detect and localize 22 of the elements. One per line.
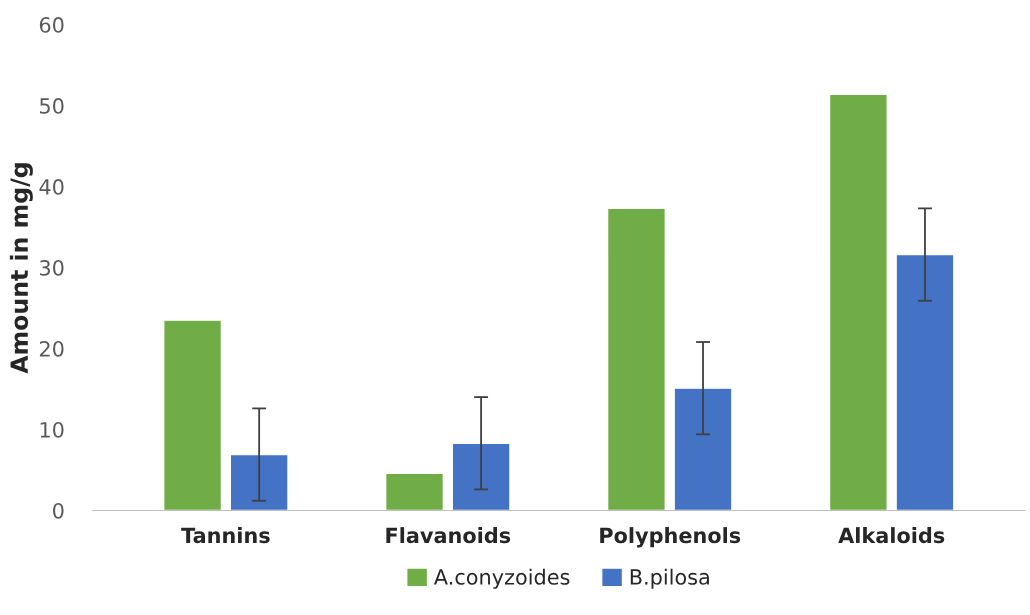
x-tick-label: Flavanoids xyxy=(386,527,511,544)
bar xyxy=(384,472,445,511)
bar xyxy=(895,253,955,511)
x-tick-label: Tannins xyxy=(181,527,270,544)
y-tick-label: 40 xyxy=(39,179,64,195)
y-tick-label: 60 xyxy=(39,17,64,33)
x-tick-label: Polyphenols xyxy=(600,527,741,548)
y-tick-label: 50 xyxy=(40,98,64,114)
y-tick-label: 10 xyxy=(40,421,64,438)
bar xyxy=(606,207,667,511)
bar xyxy=(828,93,888,511)
bar xyxy=(229,453,289,511)
legend-label: A.conyzoides xyxy=(433,568,570,589)
bar xyxy=(451,442,511,511)
bar xyxy=(163,319,223,511)
x-tick-label: Alkaloids xyxy=(838,527,945,544)
legend-label: B.pilosa xyxy=(630,568,709,589)
y-axis-title: Amount in mg/g xyxy=(9,163,33,374)
y-tick-label: 20 xyxy=(39,340,64,357)
y-tick-label: 30 xyxy=(40,259,64,276)
bar xyxy=(673,387,733,511)
y-tick-label: 0 xyxy=(53,502,64,519)
